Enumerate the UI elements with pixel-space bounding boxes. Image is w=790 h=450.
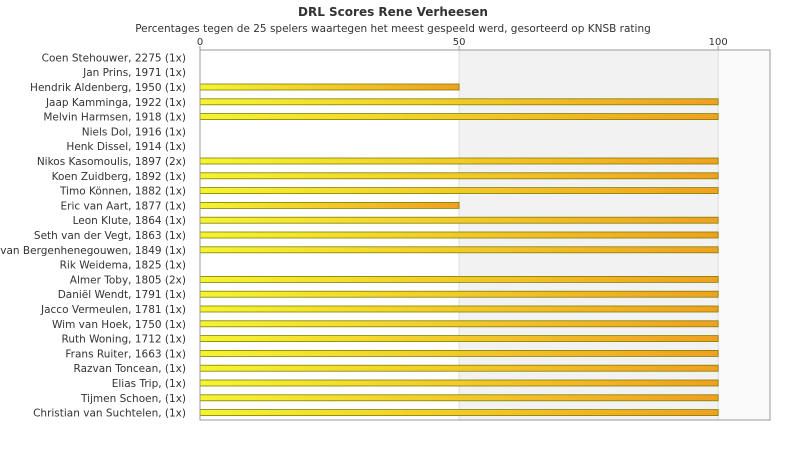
category-label: Rik Weidema, 1825 (1x) [60, 260, 186, 272]
category-label: Melvin Harmsen, 1918 (1x) [43, 112, 186, 124]
bar [199, 349, 719, 357]
category-label: Almer Toby, 1805 (2x) [70, 274, 186, 286]
category-label: Niels Dol, 1916 (1x) [82, 126, 186, 138]
bar [199, 246, 719, 254]
x-tick-label: 50 [453, 37, 466, 48]
chart-subtitle: Percentages tegen de 25 spelers waartege… [135, 23, 651, 35]
category-label: Jacco Vermeulen, 1781 (1x) [40, 304, 186, 316]
bar [199, 157, 719, 165]
bar [199, 335, 719, 343]
bar [199, 379, 719, 387]
category-label: Nikos Kasomoulis, 1897 (2x) [37, 156, 186, 168]
bar [199, 305, 719, 313]
category-label: Ruth Woning, 1712 (1x) [62, 334, 187, 346]
category-label: Seth van der Vegt, 1863 (1x) [34, 230, 186, 242]
category-label: Hendrik Aldenberg, 1950 (1x) [30, 82, 186, 94]
category-label: Wim van Hoek, 1750 (1x) [52, 319, 186, 331]
bar [199, 113, 719, 120]
category-label: Timo Können, 1882 (1x) [59, 186, 186, 198]
bar [199, 275, 719, 283]
category-labels: Coen Stehouwer, 2275 (1x) Jan Prins, 1971… [0, 52, 186, 419]
category-label: Elias Trip, (1x) [112, 378, 186, 390]
category-label: Jaap Kamminga, 1922 (1x) [45, 97, 186, 109]
bar [199, 216, 719, 224]
category-label: Koen Zuidberg, 1892 (1x) [52, 171, 186, 183]
bar [199, 409, 719, 417]
chart-title: DRL Scores Rene Verheesen [298, 5, 488, 19]
bar [199, 187, 719, 195]
x-tick-label: 0 [197, 37, 203, 48]
category-label: Frans Ruiter, 1663 (1x) [65, 348, 186, 360]
bar [199, 290, 719, 298]
category-label: Coen Stehouwer, 2275 (1x) [42, 52, 186, 64]
bar [199, 394, 719, 402]
bar [199, 83, 460, 91]
category-label: van Bergenhenegouwen, 1849 (1x) [0, 245, 186, 257]
category-label: Tijmen Schoen, (1x) [80, 393, 186, 405]
bar [199, 201, 460, 209]
bar [199, 364, 719, 372]
category-label: Razvan Toncean, (1x) [74, 363, 186, 375]
band-100-max [718, 50, 770, 420]
bar [199, 172, 719, 180]
bar [199, 320, 719, 328]
bar [199, 98, 719, 106]
category-label: Daniël Wendt, 1791 (1x) [58, 289, 186, 301]
category-label: Henk Dissel, 1914 (1x) [66, 141, 186, 153]
bar [199, 231, 719, 239]
plot-frame [199, 49, 771, 421]
category-label: Leon Klute, 1864 (1x) [73, 215, 186, 227]
category-label: Christian van Suchtelen, (1x) [33, 408, 186, 420]
category-label: Jan Prins, 1971 (1x) [82, 67, 186, 79]
x-tick-label: 100 [709, 37, 728, 48]
category-label: Eric van Aart, 1877 (1x) [61, 200, 187, 212]
